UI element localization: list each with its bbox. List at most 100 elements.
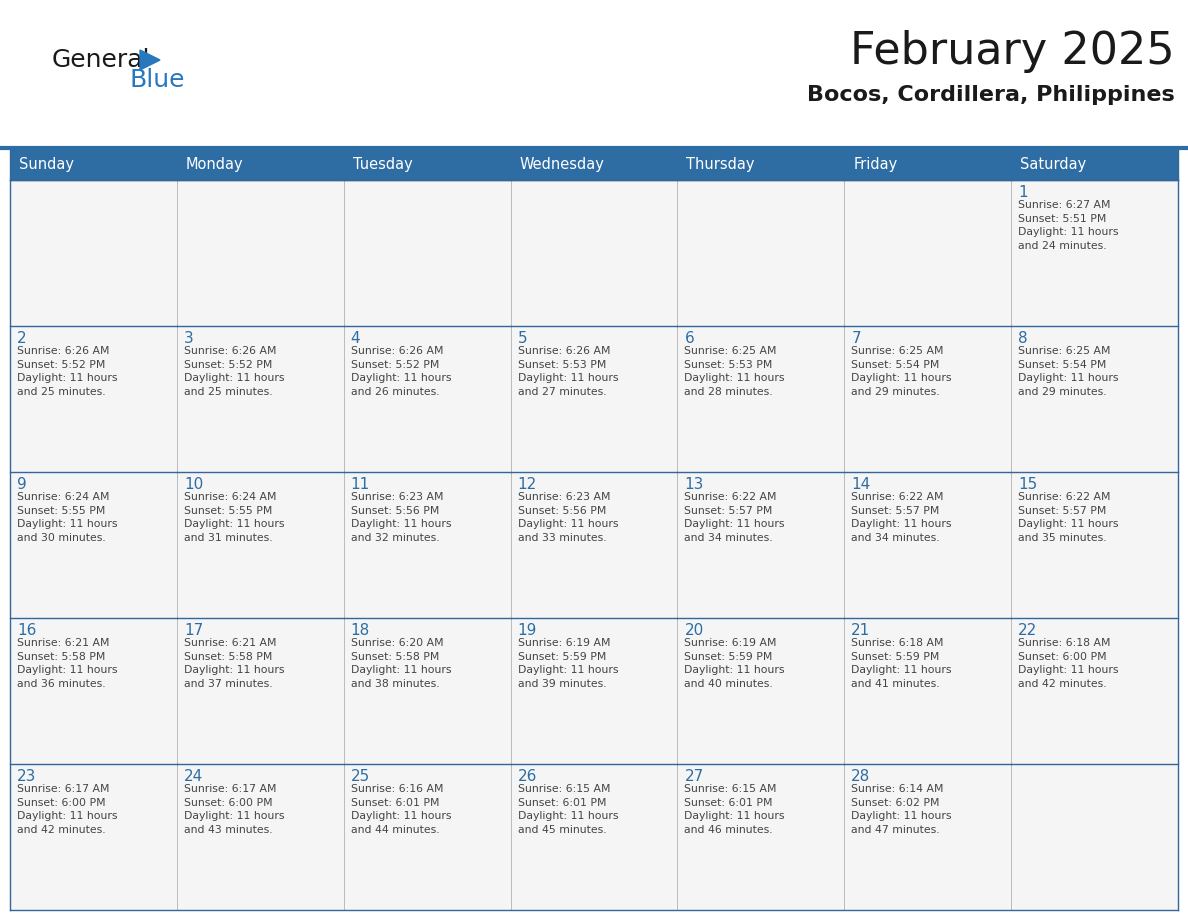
Text: Wednesday: Wednesday	[519, 156, 605, 172]
Bar	[511, 618, 677, 764]
Text: 12: 12	[518, 477, 537, 492]
Bar	[1011, 326, 1178, 472]
Text: 17: 17	[184, 623, 203, 638]
Bar	[677, 326, 845, 472]
Text: 9: 9	[17, 477, 27, 492]
Text: Sunrise: 6:26 AM
Sunset: 5:52 PM
Daylight: 11 hours
and 25 minutes.: Sunrise: 6:26 AM Sunset: 5:52 PM Dayligh…	[184, 346, 284, 397]
Bar	[511, 472, 677, 618]
Text: Sunrise: 6:23 AM
Sunset: 5:56 PM
Daylight: 11 hours
and 32 minutes.: Sunrise: 6:23 AM Sunset: 5:56 PM Dayligh…	[350, 492, 451, 543]
Bar	[343, 472, 511, 618]
Text: Sunrise: 6:23 AM
Sunset: 5:56 PM
Daylight: 11 hours
and 33 minutes.: Sunrise: 6:23 AM Sunset: 5:56 PM Dayligh…	[518, 492, 618, 543]
Bar	[343, 618, 511, 764]
Text: Sunrise: 6:25 AM
Sunset: 5:54 PM
Daylight: 11 hours
and 29 minutes.: Sunrise: 6:25 AM Sunset: 5:54 PM Dayligh…	[1018, 346, 1119, 397]
Text: 24: 24	[184, 769, 203, 784]
Bar	[511, 326, 677, 472]
Bar	[511, 764, 677, 910]
Text: Sunrise: 6:16 AM
Sunset: 6:01 PM
Daylight: 11 hours
and 44 minutes.: Sunrise: 6:16 AM Sunset: 6:01 PM Dayligh…	[350, 784, 451, 834]
Text: Sunrise: 6:22 AM
Sunset: 5:57 PM
Daylight: 11 hours
and 34 minutes.: Sunrise: 6:22 AM Sunset: 5:57 PM Dayligh…	[684, 492, 785, 543]
Text: Sunrise: 6:21 AM
Sunset: 5:58 PM
Daylight: 11 hours
and 37 minutes.: Sunrise: 6:21 AM Sunset: 5:58 PM Dayligh…	[184, 638, 284, 688]
Text: Sunrise: 6:19 AM
Sunset: 5:59 PM
Daylight: 11 hours
and 40 minutes.: Sunrise: 6:19 AM Sunset: 5:59 PM Dayligh…	[684, 638, 785, 688]
Bar	[177, 472, 343, 618]
Text: 11: 11	[350, 477, 369, 492]
Bar	[845, 764, 1011, 910]
Text: Sunrise: 6:27 AM
Sunset: 5:51 PM
Daylight: 11 hours
and 24 minutes.: Sunrise: 6:27 AM Sunset: 5:51 PM Dayligh…	[1018, 200, 1119, 251]
Text: Sunrise: 6:17 AM
Sunset: 6:00 PM
Daylight: 11 hours
and 43 minutes.: Sunrise: 6:17 AM Sunset: 6:00 PM Dayligh…	[184, 784, 284, 834]
Text: Blue: Blue	[129, 68, 185, 92]
Bar	[845, 618, 1011, 764]
Bar	[10, 618, 177, 764]
Text: 7: 7	[852, 331, 861, 346]
Text: Sunrise: 6:19 AM
Sunset: 5:59 PM
Daylight: 11 hours
and 39 minutes.: Sunrise: 6:19 AM Sunset: 5:59 PM Dayligh…	[518, 638, 618, 688]
Text: 8: 8	[1018, 331, 1028, 346]
Text: 3: 3	[184, 331, 194, 346]
Text: 14: 14	[852, 477, 871, 492]
Bar	[10, 472, 177, 618]
Text: Bocos, Cordillera, Philippines: Bocos, Cordillera, Philippines	[808, 85, 1175, 105]
Bar	[10, 148, 1178, 180]
Bar	[343, 764, 511, 910]
Bar	[177, 326, 343, 472]
Text: 22: 22	[1018, 623, 1037, 638]
Text: 15: 15	[1018, 477, 1037, 492]
Text: General: General	[52, 48, 151, 72]
Text: Sunrise: 6:20 AM
Sunset: 5:58 PM
Daylight: 11 hours
and 38 minutes.: Sunrise: 6:20 AM Sunset: 5:58 PM Dayligh…	[350, 638, 451, 688]
Text: Sunrise: 6:18 AM
Sunset: 6:00 PM
Daylight: 11 hours
and 42 minutes.: Sunrise: 6:18 AM Sunset: 6:00 PM Dayligh…	[1018, 638, 1119, 688]
Bar	[677, 472, 845, 618]
Text: Tuesday: Tuesday	[353, 156, 412, 172]
Text: Sunrise: 6:26 AM
Sunset: 5:53 PM
Daylight: 11 hours
and 27 minutes.: Sunrise: 6:26 AM Sunset: 5:53 PM Dayligh…	[518, 346, 618, 397]
Bar	[177, 764, 343, 910]
Text: Sunrise: 6:26 AM
Sunset: 5:52 PM
Daylight: 11 hours
and 26 minutes.: Sunrise: 6:26 AM Sunset: 5:52 PM Dayligh…	[350, 346, 451, 397]
Bar	[343, 326, 511, 472]
Bar	[343, 180, 511, 326]
Text: Sunrise: 6:17 AM
Sunset: 6:00 PM
Daylight: 11 hours
and 42 minutes.: Sunrise: 6:17 AM Sunset: 6:00 PM Dayligh…	[17, 784, 118, 834]
Text: Monday: Monday	[185, 156, 244, 172]
Bar	[845, 472, 1011, 618]
Text: Sunrise: 6:22 AM
Sunset: 5:57 PM
Daylight: 11 hours
and 34 minutes.: Sunrise: 6:22 AM Sunset: 5:57 PM Dayligh…	[852, 492, 952, 543]
Text: Sunrise: 6:25 AM
Sunset: 5:53 PM
Daylight: 11 hours
and 28 minutes.: Sunrise: 6:25 AM Sunset: 5:53 PM Dayligh…	[684, 346, 785, 397]
Bar	[845, 180, 1011, 326]
Bar	[1011, 180, 1178, 326]
Text: 28: 28	[852, 769, 871, 784]
Bar	[1011, 764, 1178, 910]
Text: Sunrise: 6:24 AM
Sunset: 5:55 PM
Daylight: 11 hours
and 30 minutes.: Sunrise: 6:24 AM Sunset: 5:55 PM Dayligh…	[17, 492, 118, 543]
Text: Sunrise: 6:15 AM
Sunset: 6:01 PM
Daylight: 11 hours
and 45 minutes.: Sunrise: 6:15 AM Sunset: 6:01 PM Dayligh…	[518, 784, 618, 834]
Text: Sunday: Sunday	[19, 156, 74, 172]
Text: 10: 10	[184, 477, 203, 492]
Polygon shape	[140, 50, 160, 70]
Bar	[677, 180, 845, 326]
Text: February 2025: February 2025	[851, 30, 1175, 73]
Text: Sunrise: 6:21 AM
Sunset: 5:58 PM
Daylight: 11 hours
and 36 minutes.: Sunrise: 6:21 AM Sunset: 5:58 PM Dayligh…	[17, 638, 118, 688]
Bar	[10, 180, 177, 326]
Text: Thursday: Thursday	[687, 156, 754, 172]
Bar	[677, 764, 845, 910]
Text: 20: 20	[684, 623, 703, 638]
Text: 18: 18	[350, 623, 369, 638]
Text: Sunrise: 6:26 AM
Sunset: 5:52 PM
Daylight: 11 hours
and 25 minutes.: Sunrise: 6:26 AM Sunset: 5:52 PM Dayligh…	[17, 346, 118, 397]
Text: Sunrise: 6:24 AM
Sunset: 5:55 PM
Daylight: 11 hours
and 31 minutes.: Sunrise: 6:24 AM Sunset: 5:55 PM Dayligh…	[184, 492, 284, 543]
Text: Sunrise: 6:14 AM
Sunset: 6:02 PM
Daylight: 11 hours
and 47 minutes.: Sunrise: 6:14 AM Sunset: 6:02 PM Dayligh…	[852, 784, 952, 834]
Bar	[177, 180, 343, 326]
Text: 5: 5	[518, 331, 527, 346]
Text: Sunrise: 6:18 AM
Sunset: 5:59 PM
Daylight: 11 hours
and 41 minutes.: Sunrise: 6:18 AM Sunset: 5:59 PM Dayligh…	[852, 638, 952, 688]
Text: Friday: Friday	[853, 156, 898, 172]
Text: 6: 6	[684, 331, 694, 346]
Bar	[1011, 472, 1178, 618]
Bar	[10, 326, 177, 472]
Text: Sunrise: 6:22 AM
Sunset: 5:57 PM
Daylight: 11 hours
and 35 minutes.: Sunrise: 6:22 AM Sunset: 5:57 PM Dayligh…	[1018, 492, 1119, 543]
Text: 26: 26	[518, 769, 537, 784]
Text: 4: 4	[350, 331, 360, 346]
Text: 16: 16	[17, 623, 37, 638]
Bar	[845, 326, 1011, 472]
Text: 2: 2	[17, 331, 26, 346]
Bar	[10, 764, 177, 910]
Text: Sunrise: 6:25 AM
Sunset: 5:54 PM
Daylight: 11 hours
and 29 minutes.: Sunrise: 6:25 AM Sunset: 5:54 PM Dayligh…	[852, 346, 952, 397]
Text: 13: 13	[684, 477, 703, 492]
Text: 19: 19	[518, 623, 537, 638]
Text: 27: 27	[684, 769, 703, 784]
Bar	[677, 618, 845, 764]
Text: Sunrise: 6:15 AM
Sunset: 6:01 PM
Daylight: 11 hours
and 46 minutes.: Sunrise: 6:15 AM Sunset: 6:01 PM Dayligh…	[684, 784, 785, 834]
Bar	[1011, 618, 1178, 764]
Text: 21: 21	[852, 623, 871, 638]
Bar	[511, 180, 677, 326]
Text: Saturday: Saturday	[1020, 156, 1086, 172]
